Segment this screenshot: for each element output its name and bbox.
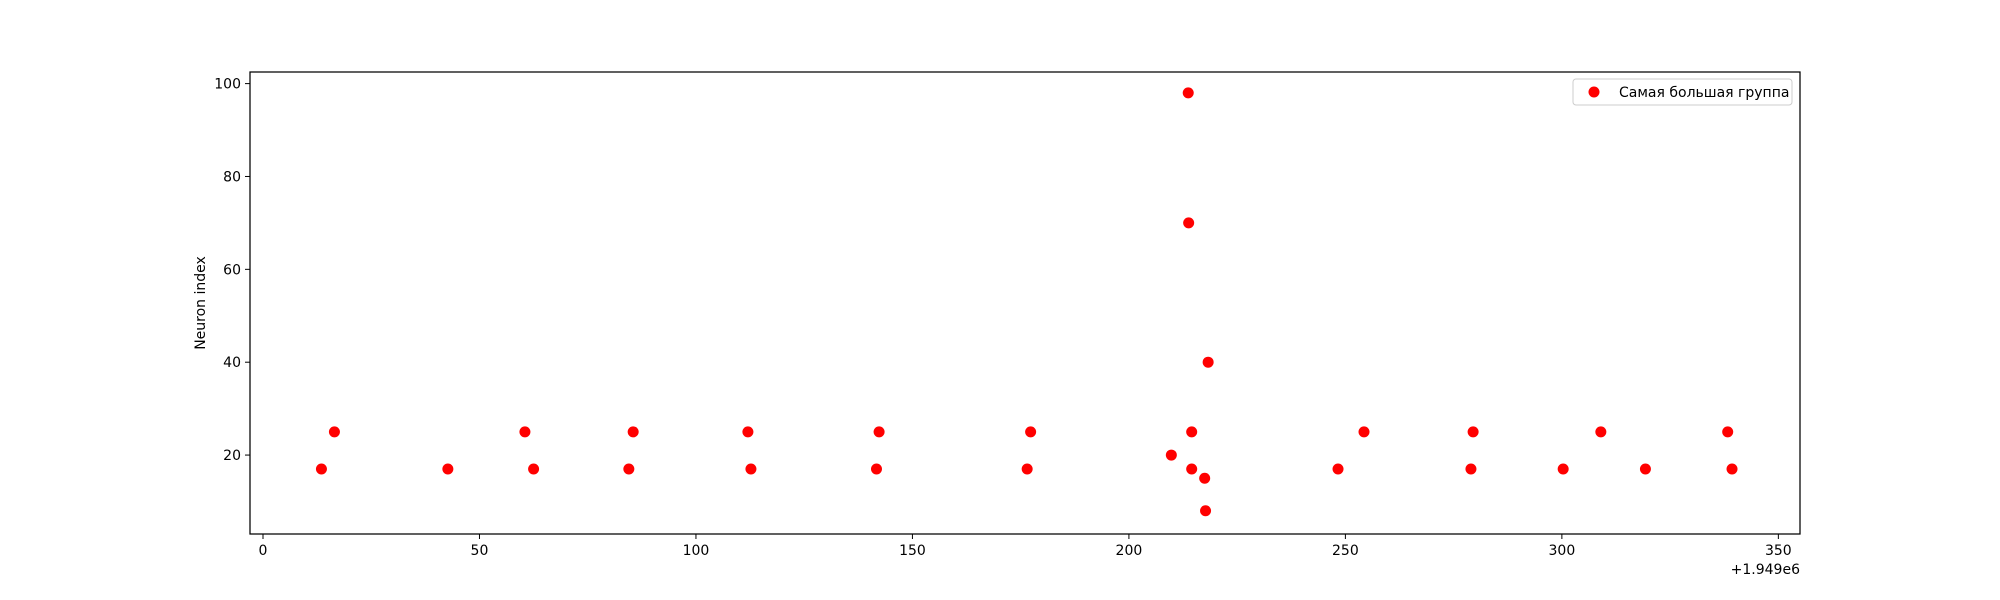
x-tick-label: 350	[1765, 543, 1792, 559]
x-tick-label: 200	[1116, 543, 1143, 559]
legend-box	[1572, 78, 1793, 106]
data-point	[1165, 449, 1177, 461]
y-tick-label: 100	[214, 77, 241, 93]
data-point	[627, 426, 639, 438]
data-point	[315, 463, 327, 475]
data-point	[328, 426, 340, 438]
x-tick-label: 150	[899, 543, 926, 559]
x-tick-label: 0	[259, 543, 268, 559]
x-tick-label: 250	[1332, 543, 1359, 559]
data-point	[442, 463, 454, 475]
data-point	[1595, 426, 1607, 438]
y-tick-label: 60	[223, 262, 241, 278]
y-tick-label: 20	[223, 448, 241, 464]
x-tick-label: 300	[1549, 543, 1576, 559]
data-point	[623, 463, 635, 475]
data-point	[745, 463, 757, 475]
x-axis: 0 50 100 150 200 250 300 350	[259, 534, 1792, 559]
data-point	[1726, 463, 1738, 475]
data-point	[1467, 426, 1479, 438]
data-point	[1557, 463, 1569, 475]
y-tick-label: 40	[223, 355, 241, 371]
data-point	[1722, 426, 1734, 438]
data-point	[528, 463, 540, 475]
data-point	[1021, 463, 1033, 475]
data-points	[315, 87, 1738, 517]
data-point	[1025, 426, 1037, 438]
data-point	[1200, 505, 1212, 517]
x-axis-offset-label: +1.949e6	[1731, 562, 1800, 578]
data-point	[1182, 87, 1194, 99]
legend: Самая большая группа	[1572, 78, 1793, 106]
data-point	[870, 463, 882, 475]
y-tick-label: 80	[223, 169, 241, 185]
data-point	[1332, 463, 1344, 475]
y-axis: 20 40 60 80 100	[214, 77, 250, 464]
data-point	[873, 426, 885, 438]
data-point	[1358, 426, 1370, 438]
data-point	[1202, 356, 1214, 368]
x-tick-label: 100	[683, 543, 710, 559]
data-point	[1186, 463, 1198, 475]
data-point	[1199, 472, 1211, 484]
data-point	[742, 426, 754, 438]
plot-area	[249, 71, 1801, 535]
legend-label: Самая большая группа	[1619, 85, 1789, 101]
data-point	[1465, 463, 1477, 475]
x-tick-label: 50	[471, 543, 489, 559]
data-point	[1183, 217, 1195, 229]
legend-marker	[1588, 86, 1600, 98]
data-point	[519, 426, 531, 438]
data-point	[1639, 463, 1651, 475]
data-point	[1186, 426, 1198, 438]
y-axis-label: Neuron index	[193, 256, 209, 350]
